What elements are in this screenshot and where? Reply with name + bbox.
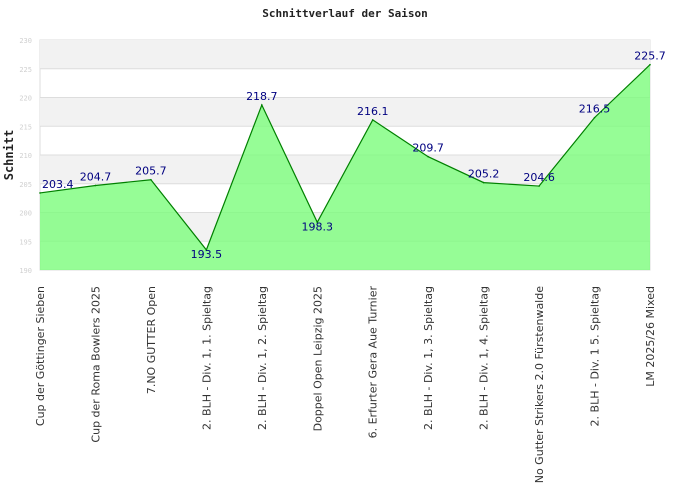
x-tick-label: Cup der Roma Bowlers 2025 [89, 286, 102, 443]
data-label: 205.7 [135, 165, 167, 178]
data-label: 204.6 [523, 171, 555, 184]
x-axis-ticks: Cup der Göttinger Sieben Cup der Roma Bow… [34, 286, 657, 484]
data-point [316, 221, 319, 224]
data-point [205, 249, 208, 251]
data-label: 193.5 [191, 248, 223, 261]
data-point [538, 185, 540, 187]
grid-band [40, 40, 650, 69]
data-label: 198.3 [302, 220, 334, 233]
data-point [94, 184, 97, 187]
data-labels: 203.4 204.7 205.7 193.5 218.7 198.3 216.1 209.7… [42, 50, 666, 261]
x-tick-label: 7.NO GUTTER Open [145, 286, 158, 394]
grid-band [40, 97, 650, 127]
y-axis-ticks: 190 195 200 205 210 215 220 225 230 [19, 37, 32, 275]
data-point [593, 116, 596, 119]
data-label: 216.5 [579, 103, 611, 116]
data-point [649, 63, 651, 66]
data-point [427, 155, 429, 158]
y-tick-label: 220 [19, 95, 32, 103]
y-tick-label: 205 [19, 181, 32, 189]
data-label: 209.7 [412, 142, 444, 155]
y-tick-label: 210 [19, 152, 32, 160]
x-tick-label: Cup der Göttinger Sieben [34, 286, 47, 426]
x-tick-label: 2. BLH - Div. 1, 1. Spieltag [200, 286, 213, 430]
y-tick-label: 215 [19, 123, 32, 131]
data-point [150, 178, 152, 181]
x-tick-label: 2. BLH - Div. 1, 4. Spieltag [478, 286, 491, 430]
y-tick-label: 225 [19, 66, 32, 74]
data-label: 204.7 [80, 170, 112, 183]
data-point [482, 181, 485, 184]
data-label: 225.7 [634, 50, 666, 63]
x-tick-label: 2. BLH - Div. 1, 3. Spieltag [422, 286, 435, 430]
area-fill [40, 64, 650, 270]
x-tick-label: 2. BLH - Div. 1, 2. Spieltag [256, 286, 269, 430]
x-tick-label: 6. Erfurter Gera Aue Turnier [367, 286, 380, 439]
data-point [371, 119, 374, 121]
x-tick-label: LM 2025/26 Mixed [644, 286, 657, 387]
y-tick-label: 190 [19, 267, 32, 275]
series-line [39, 64, 651, 252]
chart-title: Schnittverlauf der Saison [262, 7, 428, 20]
x-tick-label: 2. BLH - Div. 1 5. Spieltag [589, 286, 602, 426]
y-tick-label: 200 [19, 210, 32, 218]
data-point [39, 192, 41, 194]
data-label: 205.2 [468, 168, 500, 181]
series [39, 63, 651, 270]
data-point [261, 104, 263, 106]
data-label: 203.4 [42, 178, 74, 191]
y-tick-label: 230 [19, 37, 32, 45]
x-tick-label: Doppel Open Leipzig 2025 [311, 286, 324, 431]
data-label: 216.1 [357, 105, 389, 118]
data-label: 218.7 [246, 90, 278, 103]
y-axis-label: Schnitt [2, 130, 16, 181]
x-tick-label: No Gutter Strikers 2.0 Fürstenwalde [533, 286, 546, 484]
y-tick-label: 195 [19, 238, 32, 246]
